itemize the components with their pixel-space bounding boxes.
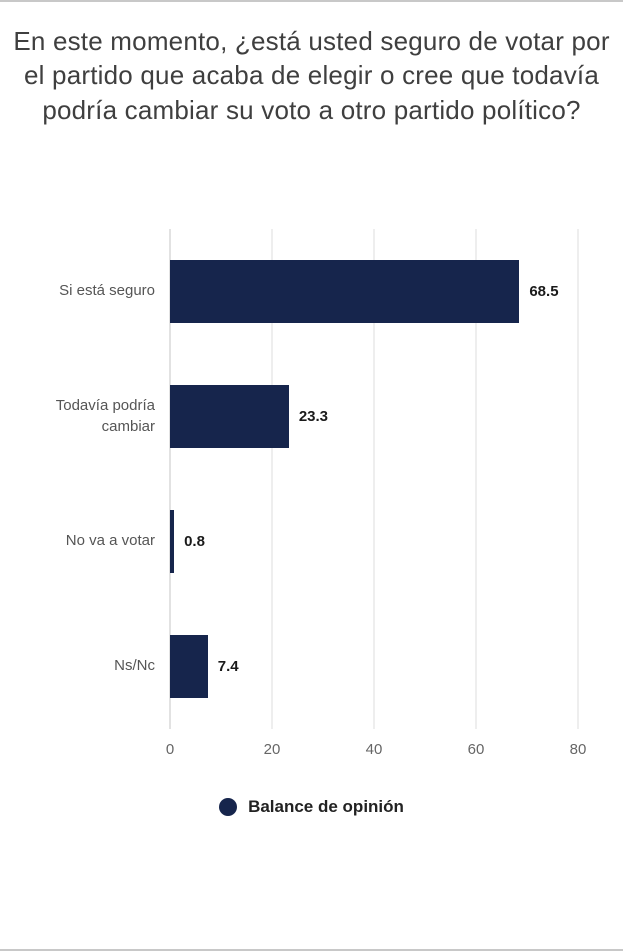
gridline: [577, 228, 579, 729]
gridline: [475, 228, 477, 729]
bar[interactable]: [170, 634, 208, 698]
legend: Balance de opinión: [0, 797, 623, 817]
value-label: 7.4: [217, 657, 239, 675]
x-tick-label: 40: [365, 740, 383, 758]
bar[interactable]: [170, 509, 175, 573]
category-label: Ns/Nc: [114, 657, 155, 675]
x-axis: 0 20 40 60 80: [166, 729, 587, 769]
category-label: Si está seguro: [59, 282, 155, 300]
gridline: [271, 228, 273, 729]
bar-chart: Si está seguro 68.5 Todavía podría cambiar…: [56, 228, 587, 769]
value-label: 68.5: [529, 282, 559, 300]
bar[interactable]: [170, 384, 289, 448]
gridline: [373, 228, 375, 729]
bar-row: Si está seguro 68.5: [59, 229, 578, 354]
bar[interactable]: [170, 259, 520, 323]
category-label: No va a votar: [65, 532, 155, 550]
plot-area: Si está seguro 68.5 Todavía podría cambiar…: [56, 228, 579, 729]
bar-row: Ns/Nc 7.4: [114, 604, 578, 729]
value-label: 23.3: [298, 407, 329, 425]
gridline: [169, 228, 171, 729]
category-label: Todavía podría cambiar: [55, 397, 155, 435]
legend-label: Balance de opinión: [248, 796, 404, 816]
bar-row: No va a votar 0.8: [66, 479, 578, 604]
legend-marker-icon: [219, 797, 238, 816]
value-label: 0.8: [184, 532, 205, 550]
x-tick-label: 0: [165, 740, 175, 758]
bar-row: Todavía podría cambiar 23.3: [56, 354, 578, 479]
x-tick-label: 80: [569, 740, 587, 758]
chart-title: En este momento, ¿está usted seguro de v…: [13, 26, 610, 125]
x-tick-label: 20: [263, 740, 281, 758]
x-tick-label: 60: [467, 740, 485, 758]
